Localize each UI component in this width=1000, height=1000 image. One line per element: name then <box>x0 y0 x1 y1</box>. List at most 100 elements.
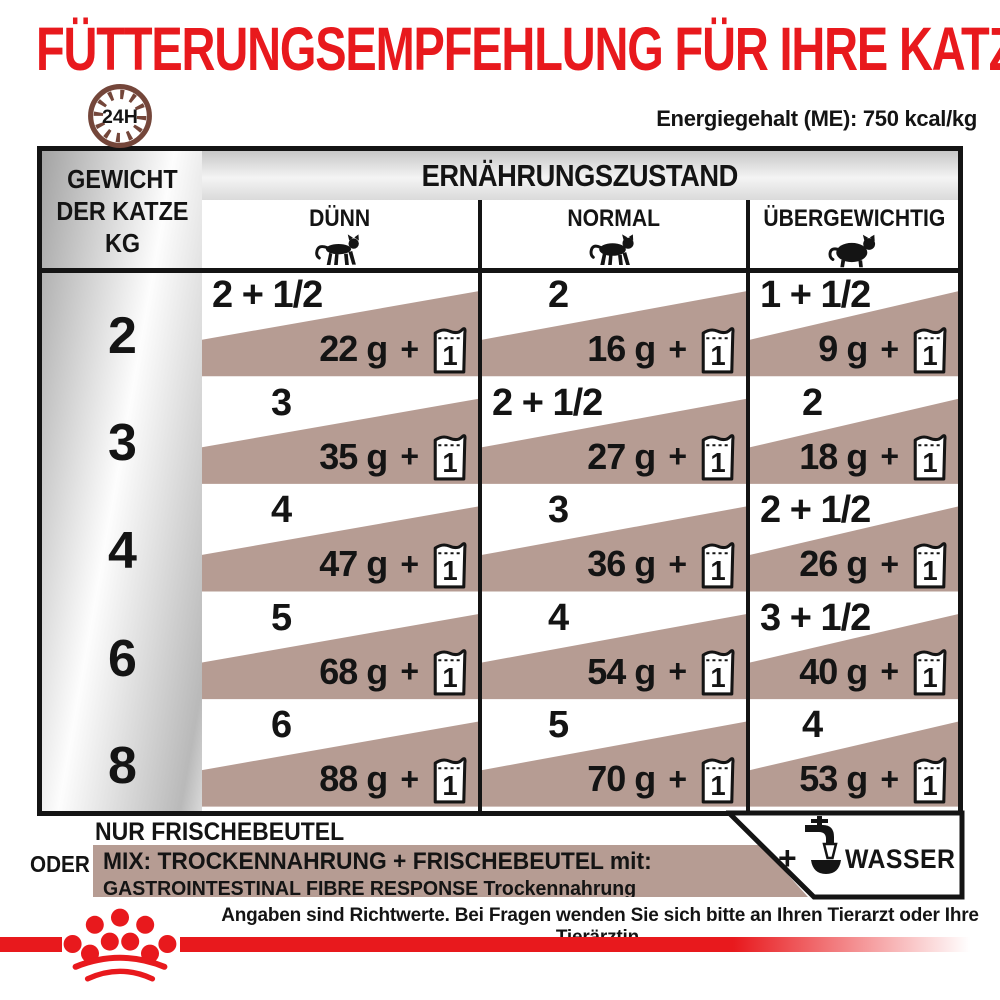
cell-8kg-normal: 5 70 g +1 <box>482 703 746 811</box>
grams-value: 47 g <box>319 543 388 585</box>
pouch-icon: 1 <box>433 757 467 804</box>
svg-text:1: 1 <box>710 339 725 370</box>
column-header-duenn: DÜNN <box>202 200 478 268</box>
svg-text:1: 1 <box>710 555 725 586</box>
cell-4kg-duenn: 4 47 g +1 <box>202 488 478 596</box>
column-label-duenn: DÜNN <box>309 205 371 232</box>
plus-sign: + <box>668 653 687 690</box>
feeding-table: GEWICHT DER KATZE KG ERNÄHRUNGSZUSTAND D… <box>37 146 963 816</box>
grams-value: 18 g <box>799 435 868 477</box>
svg-text:1: 1 <box>710 662 725 693</box>
energy-content-label: Energiegehalt (ME): 750 kcal/kg <box>656 106 977 131</box>
svg-text:1: 1 <box>922 447 937 478</box>
thin-cat-icon <box>315 234 359 266</box>
pouch-count: 4 <box>548 596 569 639</box>
svg-text:1: 1 <box>922 555 937 586</box>
wasser-label: WASSER <box>845 844 956 874</box>
weight-column-background: GEWICHT DER KATZE KG <box>42 151 202 811</box>
brand-bar-right <box>180 937 970 952</box>
normal-cat-icon <box>589 234 634 266</box>
plus-sign: + <box>400 330 419 367</box>
column-divider <box>478 200 482 811</box>
weight-header-line3: KG <box>104 228 140 258</box>
plus-sign: + <box>668 438 687 475</box>
cell-3kg-uebergewichtig: 2 18 g +1 <box>750 380 958 489</box>
grams-value: 40 g <box>799 650 868 692</box>
pouch-count: 2 + 1/2 <box>760 489 871 532</box>
column-header-uebergewichtig: ÜBERGEWICHTIG <box>750 200 958 268</box>
svg-text:1: 1 <box>710 770 725 801</box>
grams-value: 53 g <box>799 758 868 800</box>
svg-text:1: 1 <box>922 339 937 370</box>
grams-value: 27 g <box>587 435 656 477</box>
plus-sign: + <box>778 840 797 876</box>
pouch-icon: 1 <box>701 541 735 589</box>
column-label-normal: NORMAL <box>567 205 661 232</box>
plus-sign: + <box>400 760 419 797</box>
cell-6kg-duenn: 5 68 g +1 <box>202 595 478 704</box>
pouch-count: 3 <box>271 381 292 424</box>
column-divider <box>746 200 750 811</box>
plus-sign: + <box>880 438 899 475</box>
plus-sign: + <box>400 653 419 690</box>
pouch-icon: 1 <box>433 649 467 696</box>
grams-value: 16 g <box>587 328 656 370</box>
cell-3kg-normal: 2 + 1/2 27 g +1 <box>482 380 746 489</box>
cell-3kg-duenn: 3 35 g +1 <box>202 380 478 489</box>
svg-text:1: 1 <box>922 770 937 801</box>
weight-4kg: 4 <box>108 521 137 580</box>
pouch-icon: 1 <box>913 326 947 374</box>
grams-value: 88 g <box>319 758 388 800</box>
pouch-icon: 1 <box>701 649 735 696</box>
oder-label: ODER <box>30 851 90 877</box>
pouch-count: 4 <box>271 489 292 532</box>
svg-text:1: 1 <box>442 339 457 370</box>
weight-3kg: 3 <box>108 414 137 473</box>
grams-value: 54 g <box>587 650 656 692</box>
header-separator-line <box>42 268 958 273</box>
weight-6kg: 6 <box>108 629 137 688</box>
plus-sign: + <box>668 760 687 797</box>
cell-8kg-duenn: 6 88 g +1 <box>202 703 478 811</box>
pouch-count: 3 <box>548 489 569 532</box>
only-fresh-pouch-label: NUR FRISCHEBEUTEL <box>95 818 345 846</box>
grams-value: 22 g <box>319 328 388 370</box>
pouch-icon: 1 <box>913 649 947 696</box>
pouch-count: 2 + 1/2 <box>492 381 603 424</box>
plus-sign: + <box>880 330 899 367</box>
grams-value: 36 g <box>587 543 656 585</box>
mix-band: MIX: TROCKENNAHRUNG + FRISCHEBEUTEL mit:… <box>93 845 808 897</box>
cell-2kg-uebergewichtig: 1 + 1/2 9 g +1 <box>750 273 958 381</box>
plus-sign: + <box>880 545 899 582</box>
plus-sign: + <box>880 653 899 690</box>
page-title: FÜTTERUNGSEMPFEHLUNG FÜR IHRE KATZE <box>36 15 1000 83</box>
24h-clock-icon: 24H <box>88 84 152 148</box>
plus-sign: + <box>400 438 419 475</box>
pouch-count: 2 <box>548 274 569 316</box>
svg-text:1: 1 <box>442 555 457 586</box>
svg-text:1: 1 <box>710 447 725 478</box>
brand-bar-left <box>0 937 62 952</box>
pouch-count: 2 <box>802 381 823 424</box>
pouch-icon: 1 <box>701 326 735 374</box>
plus-sign: + <box>880 760 899 797</box>
cell-6kg-normal: 4 54 g +1 <box>482 595 746 704</box>
svg-text:1: 1 <box>442 770 457 801</box>
grams-value: 9 g <box>818 328 868 370</box>
cell-2kg-normal: 2 16 g +1 <box>482 273 746 381</box>
pouch-icon: 1 <box>433 434 467 481</box>
plus-sign: + <box>668 545 687 582</box>
pouch-icon: 1 <box>913 541 947 589</box>
weight-2kg: 2 <box>108 306 137 365</box>
pouch-count: 3 + 1/2 <box>760 596 871 639</box>
column-label-uebergewichtig: ÜBERGEWICHTIG <box>763 205 945 232</box>
royal-canin-crown-logo <box>63 908 177 982</box>
pouch-icon: 1 <box>913 434 947 481</box>
column-header-normal: NORMAL <box>482 200 746 268</box>
weight-8kg: 8 <box>108 737 137 796</box>
grams-value: 70 g <box>587 758 656 800</box>
pouch-count: 5 <box>271 596 292 639</box>
cell-2kg-duenn: 2 + 1/2 22 g +1 <box>202 273 478 381</box>
water-tap-icon <box>805 816 841 874</box>
cell-6kg-uebergewichtig: 3 + 1/2 40 g +1 <box>750 595 958 704</box>
